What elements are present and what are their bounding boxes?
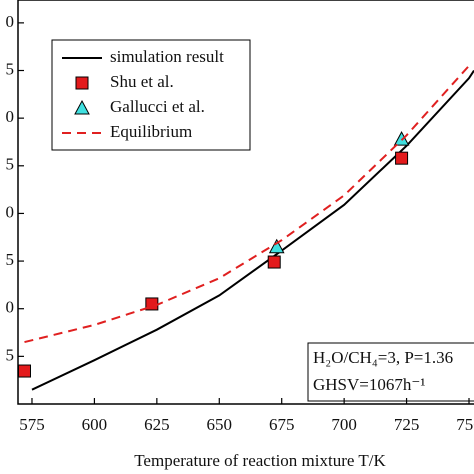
annotation: H₂O/CH₄=3, P=1.36	[313, 348, 453, 367]
legend-label: Equilibrium	[110, 122, 192, 141]
x-tick-label: 600	[82, 415, 108, 434]
marker	[268, 238, 285, 254]
y-tick-label: 5	[6, 59, 15, 78]
y-tick-label: 0	[6, 202, 15, 221]
plot-frame	[17, 0, 474, 405]
annotation-box	[307, 342, 474, 402]
y-tick-label: 5	[6, 250, 15, 269]
marker	[17, 364, 31, 378]
marker	[395, 151, 409, 165]
x-tick-label: 725	[394, 415, 420, 434]
marker	[393, 131, 410, 146]
x-tick-label: 675	[269, 415, 295, 434]
x-tick-label: 750	[456, 415, 474, 434]
x-tick-label: 700	[331, 415, 357, 434]
x-tick-label: 625	[144, 415, 170, 434]
y-tick-label: 5	[6, 345, 15, 364]
legend-swatch	[74, 99, 90, 115]
legend-label: Gallucci et al.	[110, 97, 205, 116]
annotation: GHSV=1067h⁻¹	[313, 375, 425, 394]
legend-label: Shu et al.	[110, 72, 174, 91]
y-tick-label: 0	[6, 107, 15, 126]
legend-swatch	[75, 76, 89, 90]
marker	[267, 255, 281, 269]
x-tick-label: 575	[19, 415, 45, 434]
legend-label: simulation result	[110, 47, 224, 66]
y-tick-label: 0	[6, 12, 15, 31]
series-line	[24, 65, 470, 344]
x-axis-label: Temperature of reaction mixture T/K	[134, 451, 386, 470]
y-tick-label: 0	[6, 298, 15, 317]
x-tick-label: 650	[207, 415, 233, 434]
y-tick-label: 5	[6, 155, 15, 174]
